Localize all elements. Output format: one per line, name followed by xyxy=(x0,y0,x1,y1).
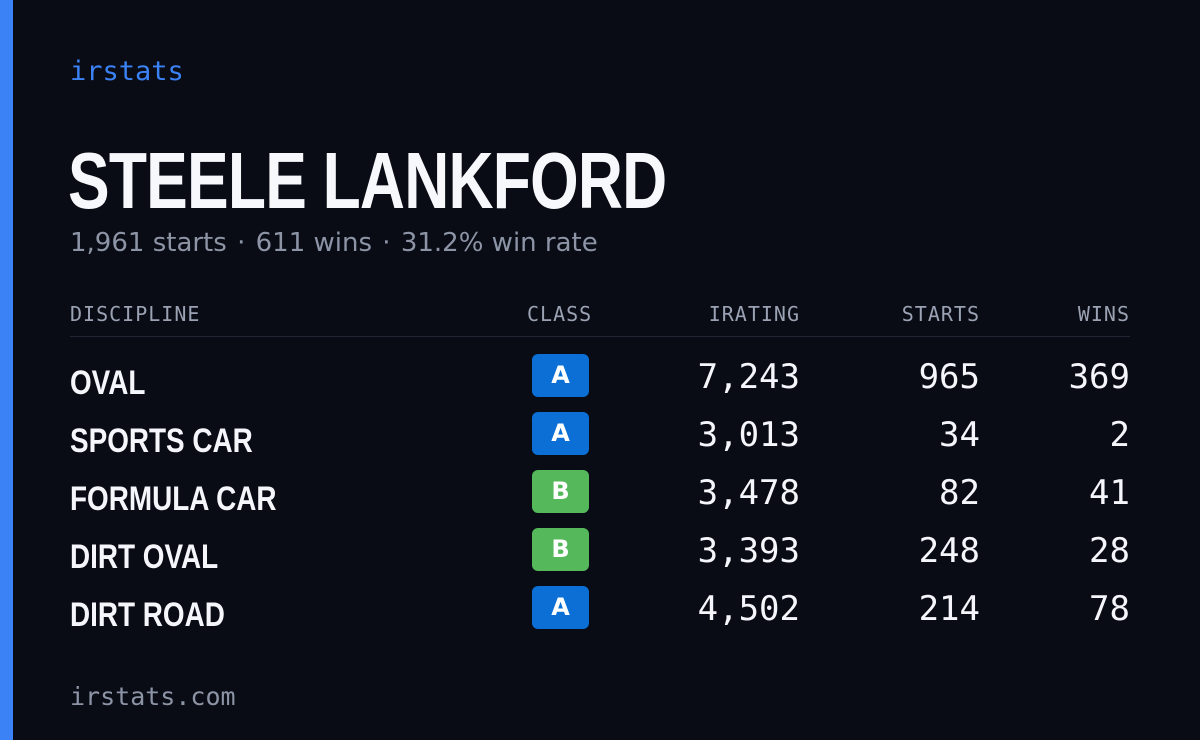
column-header-starts: STARTS xyxy=(901,302,980,326)
discipline-name: DIRT ROAD xyxy=(70,596,225,634)
discipline-name: OVAL xyxy=(70,364,146,402)
irating-value: 4,502 xyxy=(697,589,800,629)
starts-value: 34 xyxy=(939,415,980,455)
accent-bar xyxy=(0,0,13,740)
irating-value: 7,243 xyxy=(697,357,800,397)
table-row: DIRT ROAD A 4,502 214 78 xyxy=(0,586,1200,644)
column-header-irating: IRATING xyxy=(708,302,800,326)
table-row: DIRT OVAL B 3,393 248 28 xyxy=(0,528,1200,586)
column-header-discipline: DISCIPLINE xyxy=(70,302,201,326)
summary-wins: 611 wins xyxy=(255,228,373,258)
class-badge: A xyxy=(532,354,589,397)
discipline-name: FORMULA CAR xyxy=(70,480,277,518)
discipline-name: DIRT OVAL xyxy=(70,538,219,576)
irating-value: 3,478 xyxy=(697,473,800,513)
career-summary: 1,961 starts · 611 wins · 31.2% win rate xyxy=(70,228,598,258)
wins-value: 369 xyxy=(1068,357,1130,397)
discipline-name: SPORTS CAR xyxy=(70,422,253,460)
column-header-class: CLASS xyxy=(527,302,593,326)
summary-starts: 1,961 starts xyxy=(70,228,227,258)
starts-value: 214 xyxy=(918,589,980,629)
table-row: FORMULA CAR B 3,478 82 41 xyxy=(0,470,1200,528)
starts-value: 248 xyxy=(918,531,980,571)
table-row: SPORTS CAR A 3,013 34 2 xyxy=(0,412,1200,470)
footer-url[interactable]: irstats.com xyxy=(70,682,236,711)
class-badge: B xyxy=(532,528,589,571)
class-badge: A xyxy=(532,586,589,629)
wins-value: 41 xyxy=(1089,473,1130,513)
driver-name: STEELE LANKFORD xyxy=(68,136,667,225)
wins-value: 28 xyxy=(1089,531,1130,571)
summary-separator: · xyxy=(237,228,246,258)
irating-value: 3,013 xyxy=(697,415,800,455)
wins-value: 2 xyxy=(1109,415,1130,455)
irating-value: 3,393 xyxy=(697,531,800,571)
brand-logo-text: irstats xyxy=(70,56,184,87)
table-row: OVAL A 7,243 965 369 xyxy=(0,354,1200,412)
wins-value: 78 xyxy=(1089,589,1130,629)
summary-win-rate: 31.2% win rate xyxy=(400,228,598,258)
summary-separator: · xyxy=(382,228,391,258)
column-header-wins: WINS xyxy=(1077,302,1130,326)
class-badge: A xyxy=(532,412,589,455)
header-divider xyxy=(70,336,1130,337)
starts-value: 965 xyxy=(918,357,980,397)
class-badge: B xyxy=(532,470,589,513)
starts-value: 82 xyxy=(939,473,980,513)
